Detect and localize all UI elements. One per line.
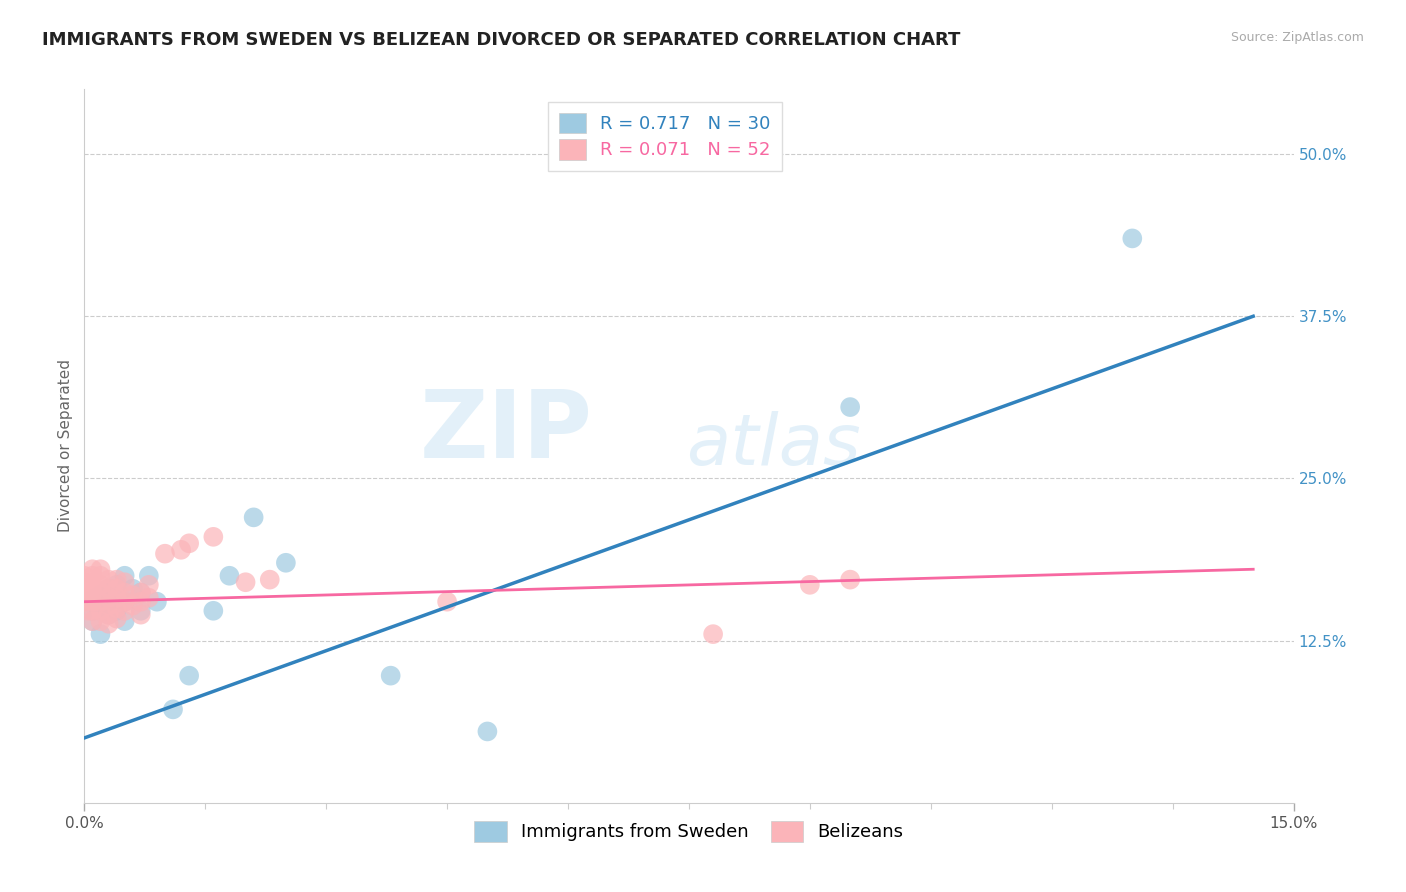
- Point: [138, 568, 160, 582]
- Point: [82, 595, 104, 609]
- Point: [105, 573, 128, 587]
- Point: [274, 556, 297, 570]
- Point: [89, 614, 111, 628]
- Point: [114, 604, 136, 618]
- Point: [97, 582, 120, 596]
- Point: [105, 582, 128, 596]
- Point: [82, 604, 104, 618]
- Text: atlas: atlas: [686, 411, 860, 481]
- Point: [89, 562, 111, 576]
- Point: [97, 607, 120, 622]
- Point: [202, 530, 225, 544]
- Point: [105, 591, 128, 605]
- Text: IMMIGRANTS FROM SWEDEN VS BELIZEAN DIVORCED OR SEPARATED CORRELATION CHART: IMMIGRANTS FROM SWEDEN VS BELIZEAN DIVOR…: [42, 31, 960, 49]
- Point: [121, 582, 143, 596]
- Point: [242, 510, 264, 524]
- Point: [702, 627, 724, 641]
- Point: [218, 568, 240, 582]
- Point: [129, 604, 152, 618]
- Point: [86, 591, 108, 605]
- Point: [105, 601, 128, 615]
- Point: [114, 568, 136, 582]
- Point: [235, 575, 257, 590]
- Point: [839, 400, 862, 414]
- Point: [129, 607, 152, 622]
- Point: [138, 578, 160, 592]
- Point: [89, 604, 111, 618]
- Point: [89, 595, 111, 609]
- Point: [179, 536, 201, 550]
- Point: [121, 588, 143, 602]
- Point: [259, 573, 281, 587]
- Point: [82, 578, 104, 592]
- Point: [89, 627, 111, 641]
- Point: [153, 547, 176, 561]
- Point: [97, 582, 120, 596]
- Point: [97, 595, 120, 609]
- Point: [114, 595, 136, 609]
- Point: [129, 595, 152, 609]
- Point: [114, 585, 136, 599]
- Point: [89, 568, 111, 582]
- Point: [73, 568, 96, 582]
- Point: [105, 578, 128, 592]
- Point: [179, 668, 201, 682]
- Point: [121, 599, 143, 613]
- Point: [162, 702, 184, 716]
- Point: [73, 575, 96, 590]
- Point: [97, 616, 120, 631]
- Point: [77, 604, 100, 618]
- Point: [105, 611, 128, 625]
- Point: [82, 568, 104, 582]
- Point: [114, 575, 136, 590]
- Point: [799, 578, 821, 592]
- Point: [105, 604, 128, 618]
- Point: [477, 724, 499, 739]
- Point: [146, 595, 169, 609]
- Point: [77, 595, 100, 609]
- Point: [129, 585, 152, 599]
- Point: [129, 585, 152, 599]
- Point: [97, 607, 120, 622]
- Point: [97, 591, 120, 605]
- Text: Source: ZipAtlas.com: Source: ZipAtlas.com: [1230, 31, 1364, 45]
- Point: [114, 614, 136, 628]
- Point: [1121, 231, 1143, 245]
- Point: [89, 601, 111, 615]
- Point: [97, 599, 120, 613]
- Point: [202, 604, 225, 618]
- Point: [89, 588, 111, 602]
- Point: [97, 573, 120, 587]
- Point: [380, 668, 402, 682]
- Point: [82, 585, 104, 599]
- Point: [73, 582, 96, 596]
- Point: [82, 604, 104, 618]
- Legend: Immigrants from Sweden, Belizeans: Immigrants from Sweden, Belizeans: [465, 812, 912, 851]
- Point: [89, 578, 111, 592]
- Point: [89, 585, 111, 599]
- Point: [170, 542, 193, 557]
- Point: [73, 595, 96, 609]
- Text: ZIP: ZIP: [419, 385, 592, 478]
- Point: [82, 562, 104, 576]
- Point: [82, 614, 104, 628]
- Point: [138, 591, 160, 605]
- Point: [839, 573, 862, 587]
- Point: [114, 595, 136, 609]
- Point: [73, 588, 96, 602]
- Point: [436, 595, 458, 609]
- Point: [82, 614, 104, 628]
- Y-axis label: Divorced or Separated: Divorced or Separated: [58, 359, 73, 533]
